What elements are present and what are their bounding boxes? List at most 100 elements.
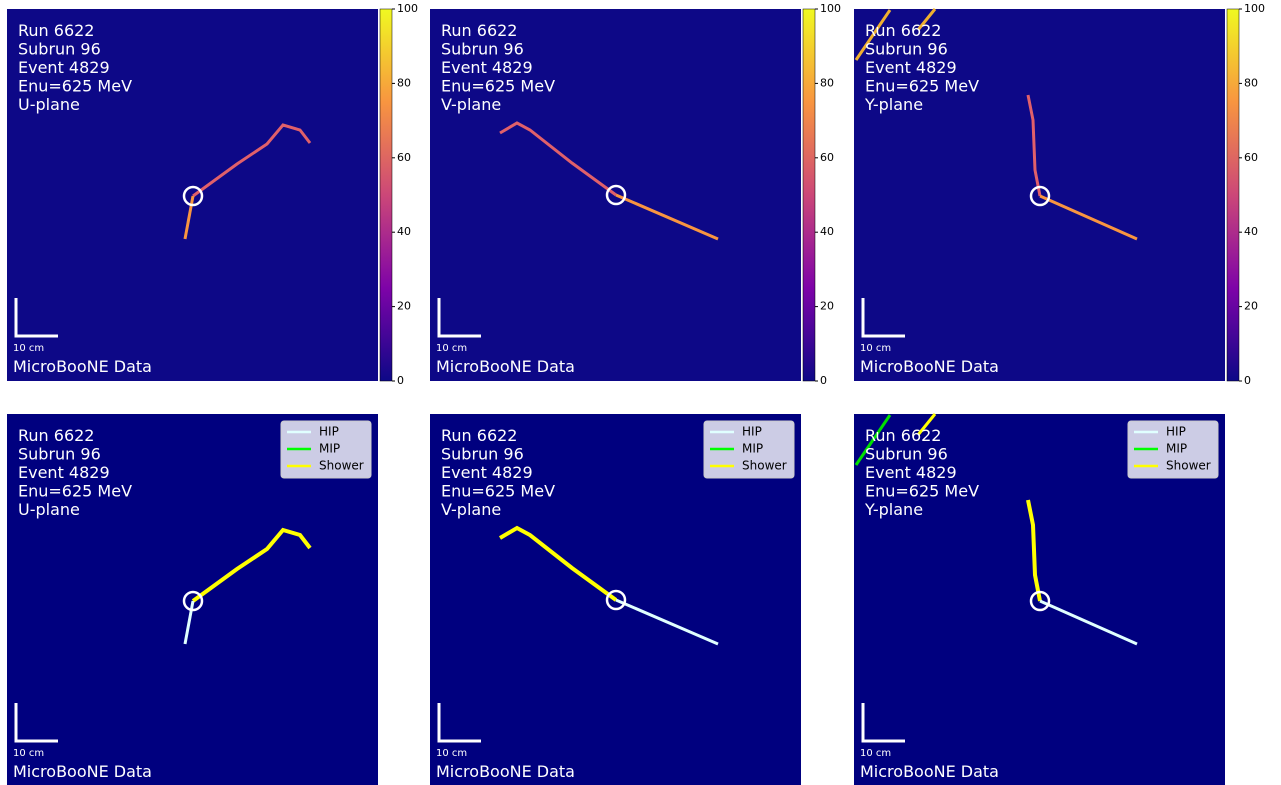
shower-track <box>1026 94 1042 197</box>
data-label: MicroBooNE Data <box>860 357 999 376</box>
hip-track <box>1039 599 1138 646</box>
shower-track <box>499 121 617 197</box>
data-label: MicroBooNE Data <box>860 762 999 781</box>
legend-label: Shower <box>319 459 364 473</box>
info-event: Event 4829 <box>865 463 957 482</box>
info-event: Event 4829 <box>865 58 957 77</box>
extra-track <box>854 9 892 61</box>
colorbar-tick-label: 80 <box>1244 76 1258 89</box>
info-plane: V-plane <box>441 95 501 114</box>
legend-label: MIP <box>319 442 340 456</box>
info-subrun: Subrun 96 <box>441 445 524 464</box>
info-event: Event 4829 <box>18 463 110 482</box>
info-energy: Enu=625 MeV <box>18 77 132 96</box>
vertex-marker <box>182 590 204 612</box>
extra-track <box>916 413 937 436</box>
colorbar-tick-label: 0 <box>397 374 404 387</box>
legend-label: HIP <box>1166 425 1186 439</box>
colorbar-tick-label: 0 <box>820 374 827 387</box>
shower-track <box>192 123 312 198</box>
legend-label: HIP <box>742 425 762 439</box>
scale-bar <box>14 703 58 743</box>
legend-label: MIP <box>1166 442 1187 456</box>
extra-track <box>916 8 937 31</box>
colorbar-tick-label: 60 <box>397 151 411 164</box>
vertex-marker <box>182 185 204 207</box>
hip-track <box>1039 194 1138 241</box>
info-subrun: Subrun 96 <box>441 40 524 59</box>
scale-bar <box>14 298 58 338</box>
shower-track <box>191 527 312 603</box>
colorbar <box>379 8 393 382</box>
vertex-marker <box>1029 590 1051 612</box>
scale-label: 10 cm <box>860 748 891 759</box>
data-label: MicroBooNE Data <box>436 762 575 781</box>
colorbar-tick-label: 60 <box>820 151 834 164</box>
info-plane: U-plane <box>18 500 80 519</box>
info-energy: Enu=625 MeV <box>18 482 132 501</box>
extra-track <box>854 414 892 466</box>
data-label: MicroBooNE Data <box>13 357 152 376</box>
hip-track <box>615 193 719 241</box>
scale-label: 10 cm <box>13 748 44 759</box>
legend-label: Shower <box>742 459 787 473</box>
info-event: Event 4829 <box>441 58 533 77</box>
legend-label: HIP <box>319 425 339 439</box>
scale-label: 10 cm <box>13 343 44 354</box>
scale-label: 10 cm <box>436 343 467 354</box>
hip-track <box>183 600 195 645</box>
info-run: Run 6622 <box>865 426 941 445</box>
info-run: Run 6622 <box>441 21 517 40</box>
data-label: MicroBooNE Data <box>436 357 575 376</box>
info-energy: Enu=625 MeV <box>865 482 979 501</box>
scale-label: 10 cm <box>436 748 467 759</box>
info-run: Run 6622 <box>441 426 517 445</box>
data-label: MicroBooNE Data <box>13 762 152 781</box>
colorbar-tick-label: 100 <box>820 2 841 15</box>
info-energy: Enu=625 MeV <box>865 77 979 96</box>
info-run: Run 6622 <box>18 21 94 40</box>
vertex-marker <box>1029 185 1051 207</box>
colorbar-tick-label: 40 <box>820 225 834 238</box>
info-plane: Y-plane <box>864 500 923 519</box>
legend-box <box>1127 420 1219 479</box>
vertex-marker <box>605 589 627 611</box>
info-run: Run 6622 <box>18 426 94 445</box>
info-energy: Enu=625 MeV <box>441 482 555 501</box>
shower-track <box>498 525 618 602</box>
scale-bar <box>861 298 905 338</box>
scale-bar <box>861 703 905 743</box>
colorbar-tick-label: 20 <box>1244 300 1258 313</box>
colorbar-tick-label: 40 <box>1244 225 1258 238</box>
colorbar-tick-label: 0 <box>1244 374 1251 387</box>
scale-label: 10 cm <box>860 343 891 354</box>
scale-bar <box>437 703 481 743</box>
colorbar <box>1226 8 1240 382</box>
hip-track <box>183 195 195 240</box>
colorbar <box>802 8 816 382</box>
colorbar-tick-label: 20 <box>820 300 834 313</box>
info-subrun: Subrun 96 <box>18 445 101 464</box>
scale-bar <box>437 298 481 338</box>
info-plane: Y-plane <box>864 95 923 114</box>
colorbar-tick-label: 40 <box>397 225 411 238</box>
colorbar-tick-label: 20 <box>397 300 411 313</box>
info-event: Event 4829 <box>441 463 533 482</box>
info-energy: Enu=625 MeV <box>441 77 555 96</box>
info-subrun: Subrun 96 <box>865 445 948 464</box>
info-subrun: Subrun 96 <box>18 40 101 59</box>
colorbar-tick-label: 80 <box>820 76 834 89</box>
colorbar-tick-label: 100 <box>1244 2 1265 15</box>
colorbar-tick-label: 80 <box>397 76 411 89</box>
legend-label: Shower <box>1166 459 1211 473</box>
info-run: Run 6622 <box>865 21 941 40</box>
legend-label: MIP <box>742 442 763 456</box>
info-plane: U-plane <box>18 95 80 114</box>
